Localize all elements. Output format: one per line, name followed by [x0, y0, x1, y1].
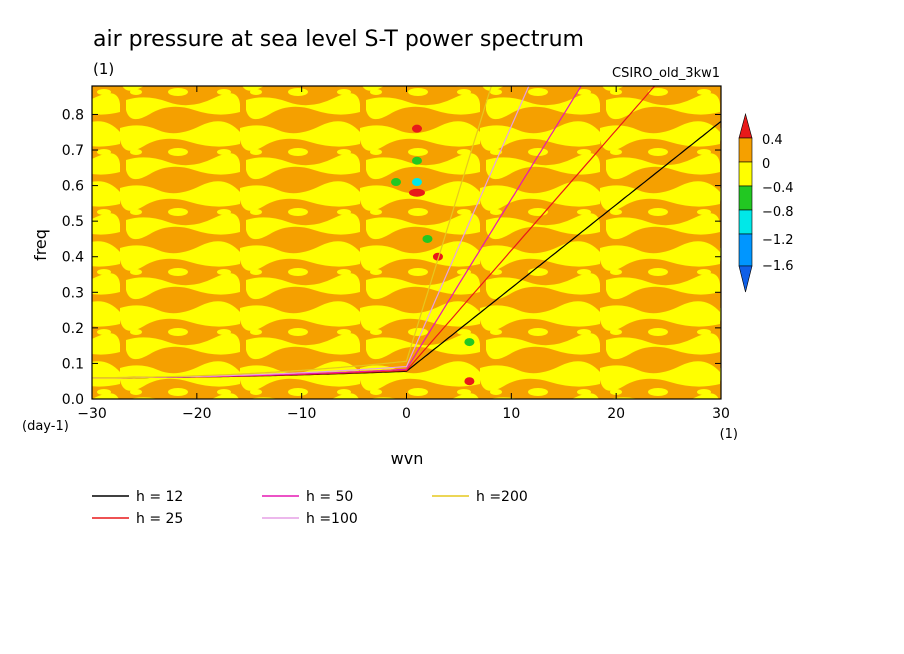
spectral-feature [432, 252, 443, 261]
colorbar-label: −0.4 [762, 181, 794, 196]
heatmap-field [92, 86, 721, 399]
spectral-feature [411, 178, 422, 187]
spectral-feature [464, 338, 475, 347]
x-axis-units: (1) [720, 427, 738, 442]
colorbar-label: 0.4 [762, 133, 783, 148]
x-axis-label: wvn [391, 449, 424, 468]
colorbar-swatch [738, 233, 753, 267]
spectral-feature [422, 234, 433, 243]
x-tick-label: −30 [77, 406, 107, 422]
spectral-feature [391, 178, 402, 187]
colorbar-top-arrow [738, 112, 753, 139]
dispersion-curve [92, 86, 493, 379]
colorbar-label: −1.6 [762, 259, 794, 274]
colorbar-label: 0 [762, 157, 770, 172]
x-tick-label: −20 [182, 406, 212, 422]
colorbar-swatch [738, 185, 753, 211]
x-tick-label: 30 [712, 406, 730, 422]
colorbar-label: −0.8 [762, 205, 794, 220]
colorbar-label: −1.2 [762, 233, 794, 248]
legend: h = 12 h = 25 h = 50 h =100 h =200 [92, 489, 528, 527]
spectral-feature [411, 124, 422, 133]
spectral-feature [408, 188, 425, 197]
y-tick-label: 0.5 [62, 214, 84, 230]
legend-label: h = 12 [136, 489, 183, 505]
y-axis-units: (day-1) [22, 419, 69, 434]
colorbar-swatch [738, 137, 753, 163]
y-axis-label: freq [31, 229, 50, 261]
y-tick-label: 0.1 [62, 356, 84, 372]
x-tick-label: 0 [402, 406, 411, 422]
x-axis-ticks: −30 −20 −10 0 10 20 30 [77, 86, 730, 422]
chart-title: air pressure at sea level S-T power spec… [93, 27, 584, 52]
y-tick-label: 0.6 [62, 179, 84, 195]
y-axis-ticks: 0.0 0.1 0.2 0.3 0.4 0.5 0.6 0.7 0.8 [62, 107, 721, 408]
x-tick-label: 10 [502, 406, 520, 422]
y-tick-label: 0.7 [62, 143, 84, 159]
x-tick-label: −10 [287, 406, 317, 422]
y-tick-label: 0.4 [62, 250, 84, 266]
x-tick-label: 20 [607, 406, 625, 422]
spectral-feature [411, 156, 422, 165]
title-units: (1) [93, 60, 114, 78]
y-tick-label: 0.0 [62, 392, 84, 408]
legend-label: h = 50 [306, 489, 353, 505]
y-tick-label: 0.3 [62, 285, 84, 301]
spectral-feature [464, 377, 475, 386]
legend-label: h =100 [306, 511, 358, 527]
y-tick-label: 0.8 [62, 107, 84, 123]
plot-area [91, 85, 722, 400]
legend-label: h = 25 [136, 511, 183, 527]
legend-label: h =200 [476, 489, 528, 505]
colorbar-bottom-arrow [738, 265, 753, 293]
model-name: CSIRO_old_3kw1 [612, 66, 720, 81]
colorbar-swatch [738, 161, 753, 187]
y-tick-label: 0.2 [62, 321, 84, 337]
colorbar-swatch [738, 209, 753, 235]
colorbar: 0.4 0 −0.4 −0.8 −1.2 −1.6 [738, 112, 794, 293]
